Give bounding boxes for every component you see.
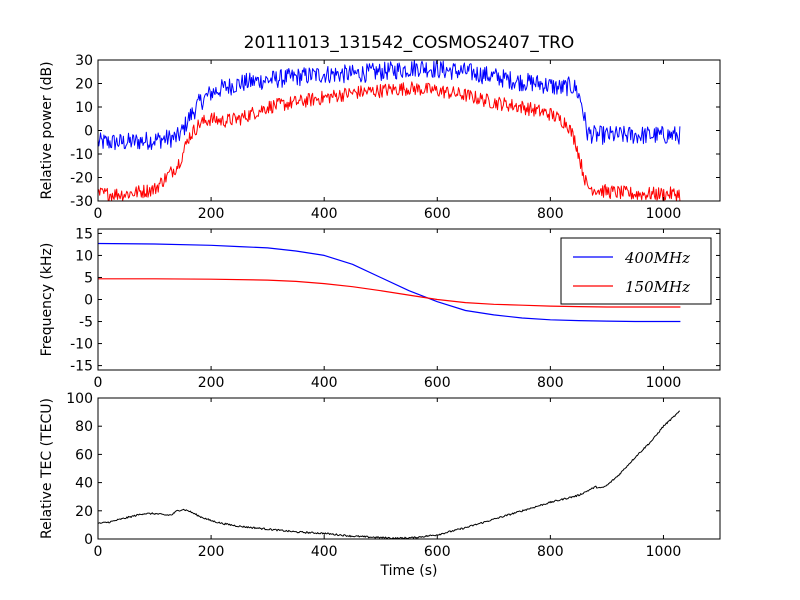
x-tick-label: 400 (311, 206, 338, 222)
x-tick-label: 1000 (646, 375, 682, 391)
legend-box (560, 237, 712, 305)
x-tick-label: 800 (537, 544, 564, 560)
y-tick-label: 100 (66, 391, 93, 407)
panel-2: 0 200 400 600 800 1000 15 10 5 0 -5 -10 -15 Frequency… (39, 226, 721, 391)
y-tick-label: -15 (70, 359, 93, 375)
x-tick-label: 800 (537, 206, 564, 222)
y-tick-label: -20 (70, 171, 93, 187)
chart-title: 20111013_131542_COSMOS2407_TRO (244, 33, 575, 53)
y-tick-label: -10 (70, 337, 93, 353)
y-tick-label: 30 (75, 53, 93, 69)
x-tick-label: 400 (311, 544, 338, 560)
x-tick-label: 1000 (646, 544, 682, 560)
y-tick-label: 10 (75, 248, 93, 264)
series-line-2-1 (98, 242, 681, 323)
plots-group: 0 200 400 600 800 10003020100-10-20-30Relativ… (39, 53, 721, 579)
legend-label: 400MHz (624, 249, 690, 267)
y-tick-label: -10 (70, 147, 93, 163)
y-tick-label: 20 (75, 504, 93, 520)
y-tick-label: 0 (84, 124, 93, 140)
x-tick-label: 600 (424, 544, 451, 560)
x-tick-label: 400 (311, 375, 338, 391)
y-tick-label: 5 (84, 270, 93, 286)
y-tick-label: 80 (75, 419, 93, 435)
x-tick-label: 200 (198, 206, 225, 222)
y-axis-label: Relative power (dB) (39, 61, 55, 199)
y-tick-label: 10 (75, 100, 93, 116)
y-tick-label: 15 (75, 226, 93, 242)
y-tick-label: 40 (75, 476, 93, 492)
series-line-1-2 (98, 81, 681, 201)
x-tick-label: 800 (537, 375, 564, 391)
x-tick-label: 600 (424, 375, 451, 391)
x-tick-label: 600 (424, 206, 451, 222)
series-line-2-2 (98, 278, 681, 308)
series-line-1-1 (98, 60, 681, 151)
y-tick-label: 20 (75, 77, 93, 93)
y-tick-label: 0 (84, 293, 93, 309)
y-tick-label: -5 (79, 315, 93, 331)
y-tick-label: 0 (84, 532, 93, 548)
y-axis-label: Relative TEC (TECU) (39, 398, 55, 539)
x-axis-label: Time (s) (380, 563, 438, 579)
x-tick-label: 200 (198, 375, 225, 391)
axes-frame (97, 397, 721, 540)
panel-1: 0 200 400 600 800 1000 30 20 10 0 -10 -20 -30 Relativ… (39, 53, 721, 222)
x-tick-label: 0 (94, 206, 103, 222)
y-tick-label: -30 (70, 194, 93, 210)
x-tick-label: 1000 (646, 206, 682, 222)
series-line-3-1 (98, 410, 681, 539)
y-tick-label: 60 (75, 447, 93, 463)
x-tick-label: 0 (94, 375, 103, 391)
x-tick-label: 200 (198, 544, 225, 560)
legend-label: 150MHz (625, 278, 690, 296)
y-axis-label: Frequency (kHz) (39, 243, 55, 357)
x-tick-label: 0 (94, 544, 103, 560)
